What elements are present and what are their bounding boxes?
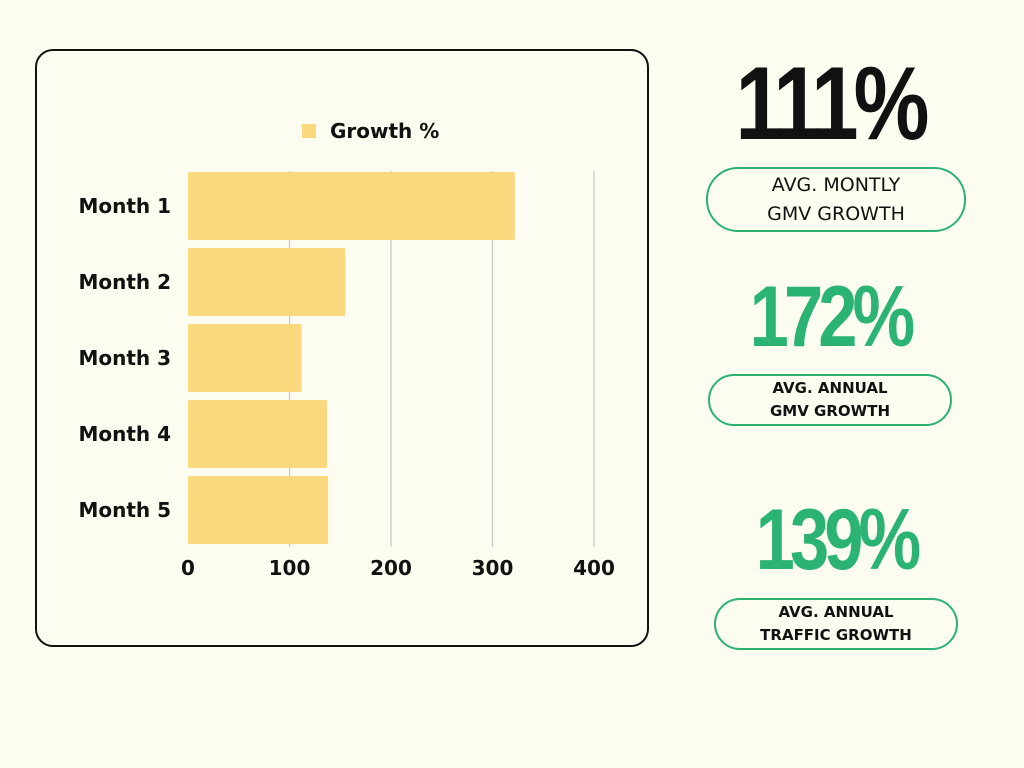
- chart-legend: Growth %: [302, 119, 439, 143]
- category-label: Month 1: [78, 194, 171, 218]
- stat-label-line-2: GMV GROWTH: [769, 402, 890, 420]
- stat-label-lines: AVG. ANNUAL TRAFFIC GROWTH: [760, 601, 912, 647]
- legend-label: Growth %: [330, 119, 440, 143]
- stat-label-lines: AVG. MONTLY GMV GROWTH: [767, 171, 905, 229]
- bar: [188, 476, 329, 544]
- x-tick-label: 200: [370, 556, 412, 580]
- bar: [188, 400, 328, 468]
- chart-card: Month 1 Month 2 Month 3 Month 4 Month 5 0 100…: [35, 49, 649, 647]
- x-tick-labels: 0 100 200 300 400: [181, 556, 615, 580]
- stat-label-line-1: AVG. ANNUAL: [778, 603, 894, 621]
- stat-label-line-2: GMV GROWTH: [767, 202, 905, 225]
- stat-value-monthly-gmv: 111%: [735, 46, 929, 162]
- legend-swatch: [302, 124, 316, 138]
- stat-value-annual-gmv: 172%: [749, 269, 916, 365]
- category-labels: Month 1 Month 2 Month 3 Month 4 Month 5: [78, 194, 171, 522]
- bar-chart: Month 1 Month 2 Month 3 Month 4 Month 5 0 100…: [78, 171, 615, 580]
- stat-label-line-1: AVG. ANNUAL: [772, 379, 888, 397]
- x-tick-label: 400: [573, 556, 615, 580]
- category-label: Month 5: [78, 498, 171, 522]
- category-label: Month 3: [78, 346, 171, 370]
- x-tick-label: 0: [181, 556, 195, 580]
- bar: [188, 172, 515, 240]
- stat-value-annual-traffic: 139%: [755, 492, 922, 588]
- category-label: Month 4: [78, 422, 171, 446]
- bar: [188, 248, 346, 316]
- x-tick-label: 300: [472, 556, 514, 580]
- category-label: Month 2: [78, 270, 171, 294]
- stat-label-monthly-gmv: AVG. MONTLY GMV GROWTH: [706, 167, 966, 232]
- x-tick-label: 100: [269, 556, 311, 580]
- stat-label-annual-traffic: AVG. ANNUAL TRAFFIC GROWTH: [714, 598, 958, 650]
- stat-label-line-1: AVG. MONTLY: [771, 173, 901, 196]
- bars: [188, 172, 515, 544]
- stat-label-line-2: TRAFFIC GROWTH: [760, 626, 912, 644]
- stat-label-lines: AVG. ANNUAL GMV GROWTH: [770, 377, 890, 423]
- stat-label-annual-gmv: AVG. ANNUAL GMV GROWTH: [708, 374, 952, 426]
- bar: [188, 324, 302, 392]
